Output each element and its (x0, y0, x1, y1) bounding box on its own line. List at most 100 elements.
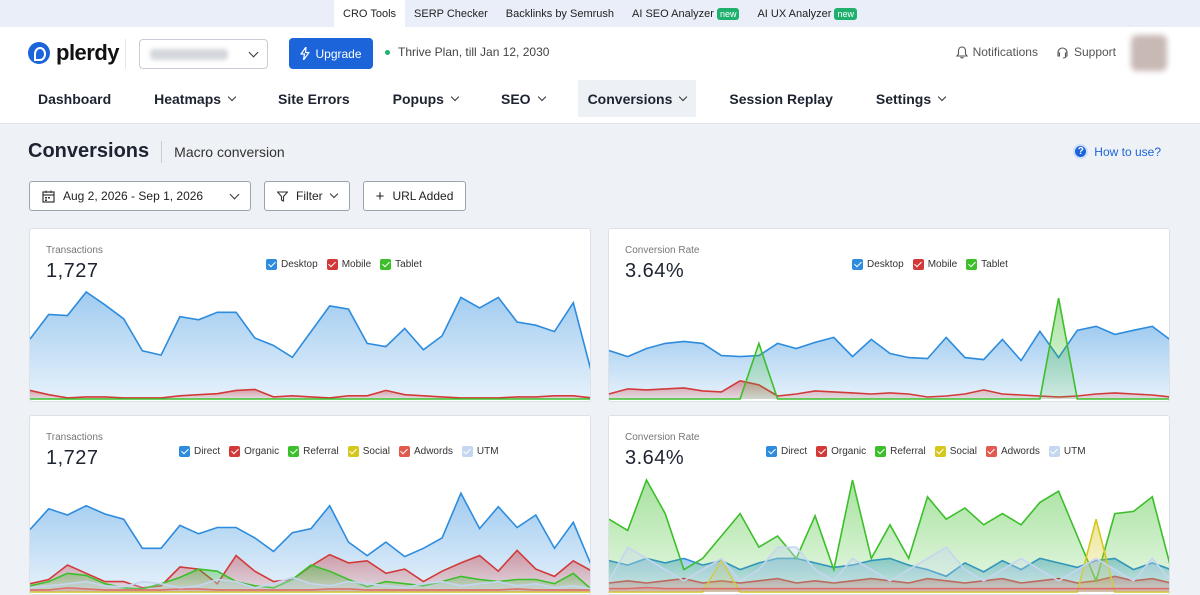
top-link-label: Backlinks by Semrush (505, 7, 615, 20)
legend-label: Direct (194, 446, 221, 457)
nav-settings[interactable]: Settings (866, 80, 955, 117)
chevron-down-icon (227, 92, 237, 101)
filter-button[interactable]: Filter (264, 181, 350, 211)
date-range-picker[interactable]: Aug 2, 2026 - Sep 1, 2026 (29, 181, 251, 211)
nav-label: SEO (500, 90, 531, 107)
legend-label: Desktop (867, 259, 904, 270)
nav-conversions[interactable]: Conversions (577, 80, 697, 117)
legend-item-desktop[interactable]: Desktop (852, 259, 904, 270)
series-area-utm (609, 547, 1169, 592)
divider (125, 39, 126, 69)
legend-item-tablet[interactable]: Tablet (966, 259, 1008, 270)
nav-label: Settings (875, 90, 932, 107)
chart-card-transactions-device: Transactions 1,727 Desktop Mobile Tablet (29, 228, 591, 402)
nav-session-replay[interactable]: Session Replay (719, 80, 843, 117)
legend-item-direct[interactable]: Direct (766, 446, 807, 457)
legend-label: Mobile (927, 259, 958, 270)
support-button[interactable]: Support (1056, 45, 1116, 59)
nav-site-errors[interactable]: Site Errors (268, 80, 360, 117)
nav-label: Session Replay (729, 90, 833, 107)
legend-item-organic[interactable]: Organic (229, 446, 279, 457)
top-link-label: AI SEO Analyzer (632, 7, 714, 20)
upgrade-button[interactable]: Upgrade (289, 38, 373, 69)
plan-status: Thrive Plan, till Jan 12, 2030 (385, 45, 549, 59)
url-added-button[interactable]: + URL Added (362, 181, 467, 211)
top-link-serp-checker[interactable]: SERP Checker (405, 0, 497, 27)
legend-item-desktop[interactable]: Desktop (266, 259, 318, 270)
nav-heatmaps[interactable]: Heatmaps (144, 80, 245, 117)
series-line-mobile (30, 388, 590, 399)
checkbox-icon (326, 259, 338, 270)
legend-item-adwords[interactable]: Adwords (985, 446, 1040, 457)
series-line-utm (30, 576, 590, 590)
chart-conversion-source (609, 478, 1169, 593)
page-title-row: Conversions Macro conversion (28, 140, 285, 163)
card-value: 3.64% (625, 447, 685, 469)
page-title: Conversions (28, 140, 150, 162)
checkbox-icon (766, 446, 777, 457)
avatar[interactable] (1131, 35, 1167, 71)
chevron-down-icon (679, 92, 688, 101)
lightning-icon (300, 47, 311, 60)
how-to-use-link[interactable]: ? How to use? (1073, 144, 1161, 159)
legend-label: Adwords (413, 446, 453, 457)
legend-item-tablet[interactable]: Tablet (380, 259, 422, 270)
legend-item-mobile[interactable]: Mobile (326, 259, 371, 270)
top-link-cro-tools[interactable]: CRO Tools (334, 0, 406, 27)
chart-conversion-device (609, 297, 1169, 400)
series-area-desktop (609, 326, 1169, 399)
support-label: Support (1073, 45, 1116, 59)
legend-label: Adwords (1000, 446, 1040, 457)
how-to-use-label: How to use? (1094, 144, 1161, 159)
nav-dashboard[interactable]: Dashboard (28, 80, 121, 117)
legend-item-social[interactable]: Social (347, 446, 390, 457)
notifications-button[interactable]: Notifications (955, 45, 1038, 59)
help-icon: ? (1073, 144, 1089, 159)
checkbox-icon (347, 446, 359, 457)
legend-item-direct[interactable]: Direct (179, 446, 220, 457)
filter-icon (277, 190, 288, 202)
legend-item-utm[interactable]: UTM (461, 446, 499, 457)
bell-icon (955, 45, 968, 59)
legend-label: UTM (476, 446, 499, 457)
checkbox-icon (288, 446, 300, 457)
legend-item-utm[interactable]: UTM (1048, 446, 1086, 457)
series-line-desktop (609, 325, 1169, 362)
divider (161, 140, 163, 163)
top-link-backlinks[interactable]: Backlinks by Semrush (497, 0, 623, 27)
legend-item-organic[interactable]: Organic (816, 446, 866, 457)
date-range-content: Aug 2, 2026 - Sep 1, 2026 (42, 189, 203, 203)
legend-label: UTM (1063, 446, 1086, 457)
checkbox-icon (1048, 446, 1060, 457)
chart-transactions-device (30, 290, 590, 400)
checkbox-icon (229, 446, 241, 457)
legend-item-mobile[interactable]: Mobile (912, 259, 958, 270)
top-link-ai-seo-analyzer[interactable]: AI SEO Analyzer new (623, 0, 748, 27)
chart-legend: Desktop Mobile Tablet (852, 259, 1008, 270)
filter-label: Filter (296, 189, 323, 203)
calendar-icon (42, 190, 55, 203)
notifications-label: Notifications (972, 45, 1038, 59)
chart-card-transactions-source: Transactions 1,727 Direct Organic Referr… (29, 415, 591, 595)
header-actions: Notifications Support (955, 45, 1116, 59)
legend-label: Tablet (981, 259, 1008, 270)
chevron-down-icon (329, 189, 338, 199)
checkbox-icon (966, 259, 978, 270)
top-link-ai-ux-analyzer[interactable]: AI UX Analyzer new (748, 0, 866, 27)
card-value: 3.64% (625, 260, 685, 282)
logo[interactable]: plerdy (28, 40, 120, 66)
series-line-referral (609, 478, 1169, 584)
plerdy-logo-icon (28, 42, 50, 64)
top-link-label: SERP Checker (414, 7, 488, 20)
chart-legend: Direct Organic Referral Social Adwords U… (766, 446, 1086, 457)
chevron-down-icon (229, 189, 240, 199)
legend-item-referral[interactable]: Referral (288, 446, 339, 457)
site-selector[interactable] (139, 39, 268, 69)
checkbox-icon (852, 259, 863, 270)
legend-item-referral[interactable]: Referral (875, 446, 926, 457)
legend-item-adwords[interactable]: Adwords (398, 446, 453, 457)
nav-seo[interactable]: SEO (491, 80, 555, 117)
legend-item-social[interactable]: Social (934, 446, 977, 457)
new-badge: new (834, 7, 857, 20)
nav-popups[interactable]: Popups (383, 80, 468, 117)
